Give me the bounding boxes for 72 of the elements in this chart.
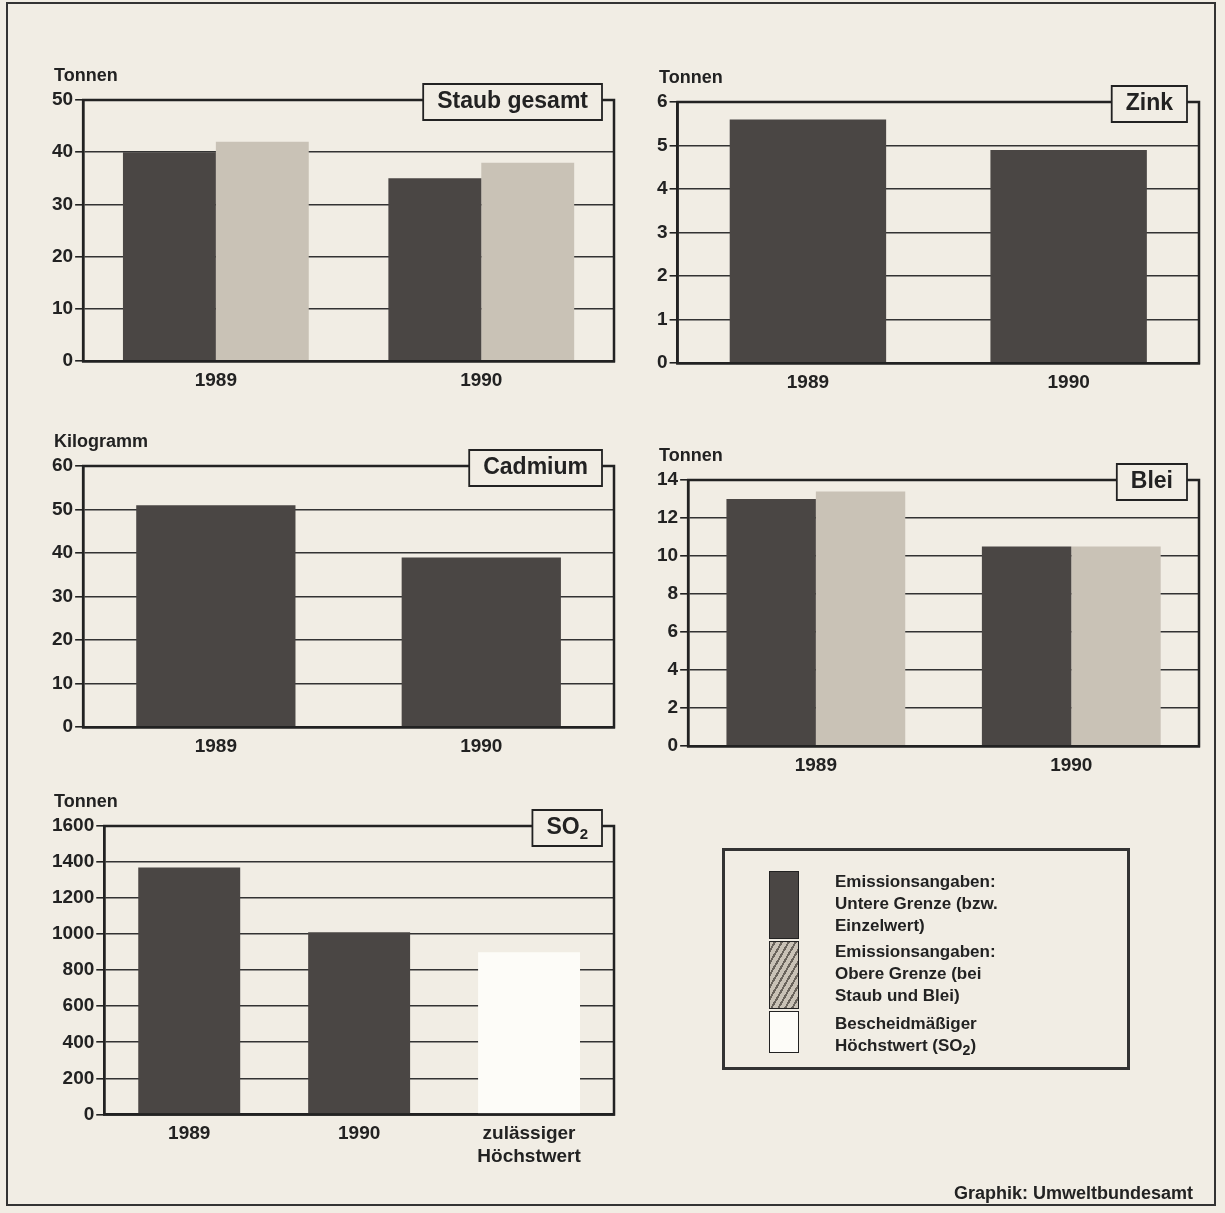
x-tick-label: 1989 [168,1122,211,1144]
x-tick-label: 1990 [460,734,503,756]
y-tick-label: 20 [51,628,74,650]
bar [726,499,816,746]
x-tick-label: 1989 [194,734,237,756]
bar [1071,546,1161,746]
text: Bescheidmäßiger Höchstwert (SO$_{2}$) [835,1013,978,1061]
bar [138,867,241,1114]
y-tick-label: 2 [667,696,679,718]
y-tick-label: 12 [656,506,679,528]
y-tick-label: 4 [656,177,668,199]
text: Emissionsangaben: Obere Grenze (bei Staub und Blei) [835,941,997,1007]
y-axis-title: Tonnen [659,66,723,87]
chart-title: Staub gesamt [437,87,589,114]
y-tick-label: 400 [62,1030,95,1052]
bar [815,491,906,746]
chart-title: Cadmium [483,453,589,480]
y-tick-label: 14 [656,468,679,490]
y-axis-title: Tonnen [54,64,118,85]
bar [308,932,411,1114]
y-tick-label: 3 [656,220,668,242]
y-tick-label: 50 [51,497,74,519]
y-tick-label: 1200 [51,886,95,908]
y-tick-label: 1400 [51,850,95,872]
text: Emissionsangaben: Untere Grenze (bzw. Einzelwert) [835,871,999,937]
chart-title: Zink [1125,89,1174,116]
x-tick-label: 1990 [1050,753,1093,775]
y-tick-label: 8 [667,582,679,604]
y-axis-title: Tonnen [54,790,118,811]
bar [215,141,309,361]
y-tick-label: 10 [51,671,74,693]
y-tick-label: 1600 [51,814,95,836]
y-tick-label: 40 [51,140,74,162]
x-tick-label: 1989 [786,370,830,392]
y-tick-label: 0 [62,715,74,737]
y-tick-label: 20 [51,244,74,266]
x-tick-label: 1990 [337,1122,381,1144]
y-tick-label: 2 [656,264,668,286]
bar [122,152,216,361]
y-tick-label: 1 [656,307,668,329]
y-tick-label: 60 [51,454,74,476]
y-tick-label: 0 [83,1102,95,1124]
y-tick-label: 200 [62,1066,95,1088]
y-tick-label: 10 [51,297,74,319]
y-tick-label: 0 [62,349,74,371]
x-tick-label: 1990 [1047,370,1090,392]
y-tick-label: 4 [667,658,679,680]
y-tick-label: 0 [667,734,679,756]
y-axis-title: Kilogramm [54,430,149,451]
y-tick-label: 30 [51,192,74,214]
y-tick-label: 600 [62,994,95,1016]
y-tick-label: 5 [656,133,668,155]
y-tick-label: 10 [656,544,679,566]
x-tick-label: 1989 [794,753,837,775]
y-tick-label: 40 [51,541,74,563]
y-tick-label: 0 [656,351,668,373]
x-tick-label: 1989 [194,368,237,390]
bar [478,952,581,1114]
x-tick-label: zulässiger Höchstwert [477,1122,582,1166]
y-axis-title: Tonnen [659,444,723,465]
y-tick-label: 1000 [51,922,95,944]
bar [388,178,482,361]
y-tick-label: 50 [51,88,74,110]
y-tick-label: 30 [51,584,74,606]
x-tick-label: 1990 [460,368,503,390]
y-tick-label: 800 [62,958,95,980]
bar [481,162,575,361]
y-tick-label: 6 [667,620,679,642]
y-tick-label: 6 [656,90,668,112]
chart-title: Blei [1130,467,1174,494]
text: Graphik: Umweltbundesamt [953,1183,1193,1204]
bar [981,546,1072,746]
